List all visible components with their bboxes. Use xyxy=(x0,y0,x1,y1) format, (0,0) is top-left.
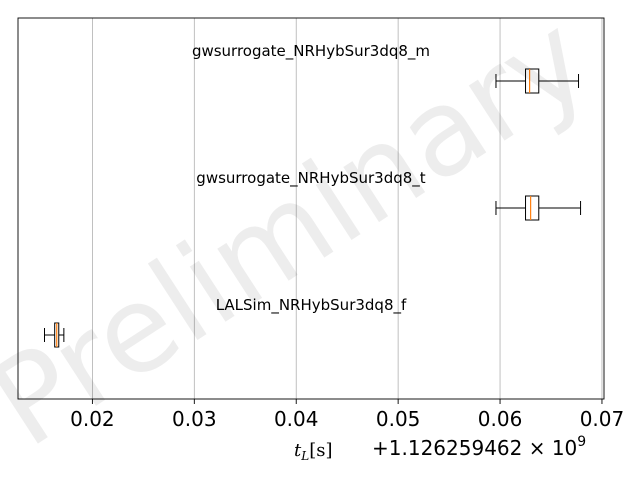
x-axis-label-unit: [s] xyxy=(309,440,332,461)
box-group xyxy=(43,322,65,348)
box-iqr xyxy=(525,195,540,221)
x-axis-offset-exponent: 9 xyxy=(577,434,586,450)
x-tick-label: 0.07 xyxy=(580,407,625,431)
x-axis-label-main: t xyxy=(294,440,302,461)
x-tick-label: 0.06 xyxy=(478,407,523,431)
x-axis-offset: +1.126259462 × 109 xyxy=(372,434,586,460)
x-tick-label: 0.05 xyxy=(376,407,421,431)
series-label: gwsurrogate_NRHybSur3dq8_t xyxy=(196,169,425,188)
box-series xyxy=(43,68,582,348)
x-axis-label-sub: L xyxy=(300,449,309,463)
x-axis-offset-base: +1.126259462 × 10 xyxy=(372,436,577,460)
box-iqr xyxy=(525,68,540,94)
x-axis-ticks: 0.02 0.03 0.04 0.05 0.06 0.07 xyxy=(70,399,624,431)
x-tick-label: 0.03 xyxy=(172,407,217,431)
x-axis-label: tL[s] xyxy=(294,440,333,463)
series-label: LALSim_NRHybSur3dq8_f xyxy=(216,296,407,315)
box-group xyxy=(495,195,582,221)
series-label: gwsurrogate_NRHybSur3dq8_m xyxy=(192,42,430,61)
box-group xyxy=(495,68,580,94)
plot-frame xyxy=(17,17,605,400)
watermark: Preliminary xyxy=(0,0,612,474)
series-labels: gwsurrogate_NRHybSur3dq8_m gwsurrogate_NR… xyxy=(192,42,430,315)
x-tick-label: 0.04 xyxy=(274,407,319,431)
x-tick-label: 0.02 xyxy=(70,407,115,431)
